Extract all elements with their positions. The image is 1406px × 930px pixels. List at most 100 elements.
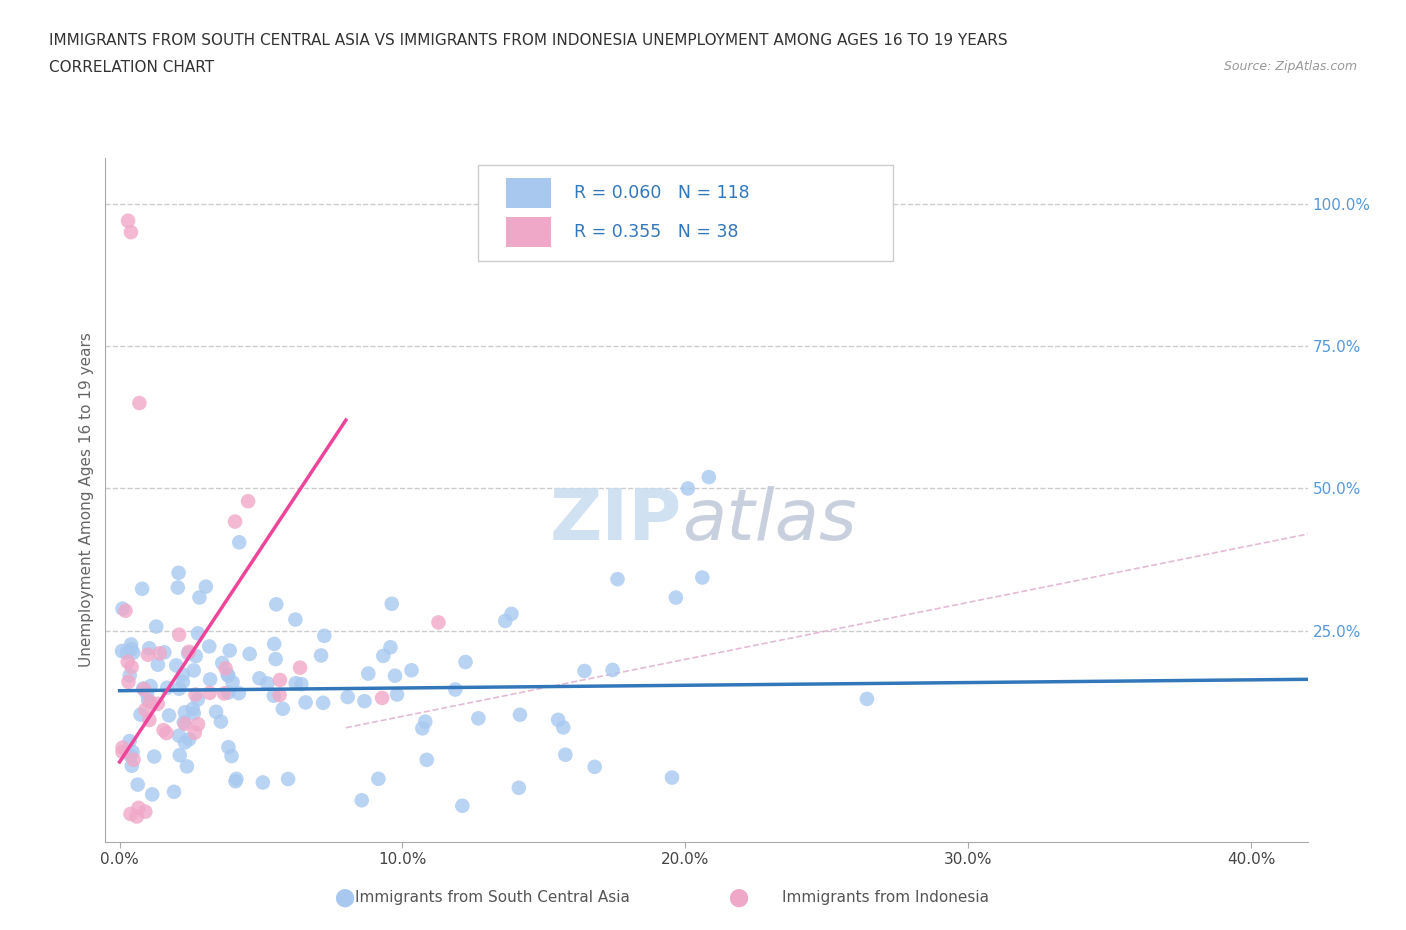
Point <box>554 748 576 763</box>
Point <box>236 494 259 509</box>
Point <box>128 395 150 410</box>
Point <box>120 642 142 657</box>
Point <box>212 686 235 701</box>
Point <box>146 658 169 672</box>
Point <box>413 714 436 729</box>
Point <box>152 723 174 737</box>
Point <box>155 725 177 740</box>
Point <box>239 646 262 661</box>
Point <box>156 680 179 695</box>
Text: Source: ZipAtlas.com: Source: ZipAtlas.com <box>1223 60 1357 73</box>
Point <box>167 565 190 580</box>
Point <box>385 687 408 702</box>
Point <box>117 674 139 689</box>
Point <box>269 672 291 687</box>
Point <box>181 701 204 716</box>
Point <box>373 648 395 663</box>
Point <box>697 470 720 485</box>
Point <box>217 668 239 683</box>
Point <box>121 758 143 773</box>
Point <box>509 708 531 723</box>
Point <box>269 687 291 702</box>
Point <box>187 692 209 707</box>
Point <box>136 693 159 708</box>
Point <box>120 749 142 764</box>
Point <box>187 717 209 732</box>
Point <box>157 708 180 723</box>
Text: R = 0.060   N = 118: R = 0.060 N = 118 <box>574 184 749 202</box>
Text: Immigrants from Indonesia: Immigrants from Indonesia <box>782 890 990 905</box>
Point <box>294 695 316 710</box>
Text: R = 0.355   N = 38: R = 0.355 N = 38 <box>574 223 738 241</box>
Point <box>217 739 239 754</box>
Point <box>132 682 155 697</box>
Point <box>217 667 239 682</box>
Point <box>122 752 145 767</box>
Point <box>263 688 285 703</box>
Point <box>120 225 142 240</box>
Point <box>367 771 389 786</box>
Point <box>264 652 287 667</box>
Point <box>384 669 406 684</box>
Point <box>288 660 311 675</box>
Point <box>198 639 221 654</box>
Point <box>172 667 194 682</box>
Point <box>111 740 134 755</box>
Point <box>138 712 160 727</box>
Point <box>128 801 150 816</box>
Point <box>184 648 207 663</box>
Point <box>176 759 198 774</box>
Point <box>263 636 285 651</box>
Point <box>129 707 152 722</box>
Point <box>139 695 162 710</box>
Point <box>214 661 236 676</box>
Point <box>177 644 200 659</box>
Point <box>336 689 359 704</box>
Point <box>122 645 145 660</box>
Point <box>209 714 232 729</box>
Point <box>444 682 467 697</box>
Point <box>309 648 332 663</box>
Bar <box>506 178 551 208</box>
Point <box>132 681 155 696</box>
Point <box>252 775 274 790</box>
Point <box>451 798 474 813</box>
Point <box>169 748 191 763</box>
Point <box>111 745 134 760</box>
Point <box>676 481 699 496</box>
Text: CORRELATION CHART: CORRELATION CHART <box>49 60 214 75</box>
Point <box>183 706 205 721</box>
Point <box>183 663 205 678</box>
Point <box>127 777 149 792</box>
Point <box>187 626 209 641</box>
Point <box>184 687 207 702</box>
Point <box>284 612 307 627</box>
Point <box>228 685 250 700</box>
Point <box>371 690 394 705</box>
Point <box>211 656 233 671</box>
Point <box>350 793 373 808</box>
Point <box>494 614 516 629</box>
Point <box>602 662 624 677</box>
Point <box>225 774 247 789</box>
Point <box>120 637 142 652</box>
Point <box>665 591 688 605</box>
Point <box>256 676 278 691</box>
Point <box>111 644 134 658</box>
Point <box>172 674 194 689</box>
Point <box>198 685 221 700</box>
Point <box>179 732 201 747</box>
Point <box>411 721 433 736</box>
Point <box>401 663 423 678</box>
Point <box>153 644 176 659</box>
Text: Immigrants from South Central Asia: Immigrants from South Central Asia <box>354 890 630 905</box>
Point <box>381 596 404 611</box>
Point <box>218 643 240 658</box>
Point <box>167 682 190 697</box>
Point <box>118 734 141 749</box>
FancyBboxPatch shape <box>478 165 893 260</box>
Point <box>194 579 217 594</box>
Point <box>145 619 167 634</box>
Point <box>606 572 628 587</box>
Point <box>167 728 190 743</box>
